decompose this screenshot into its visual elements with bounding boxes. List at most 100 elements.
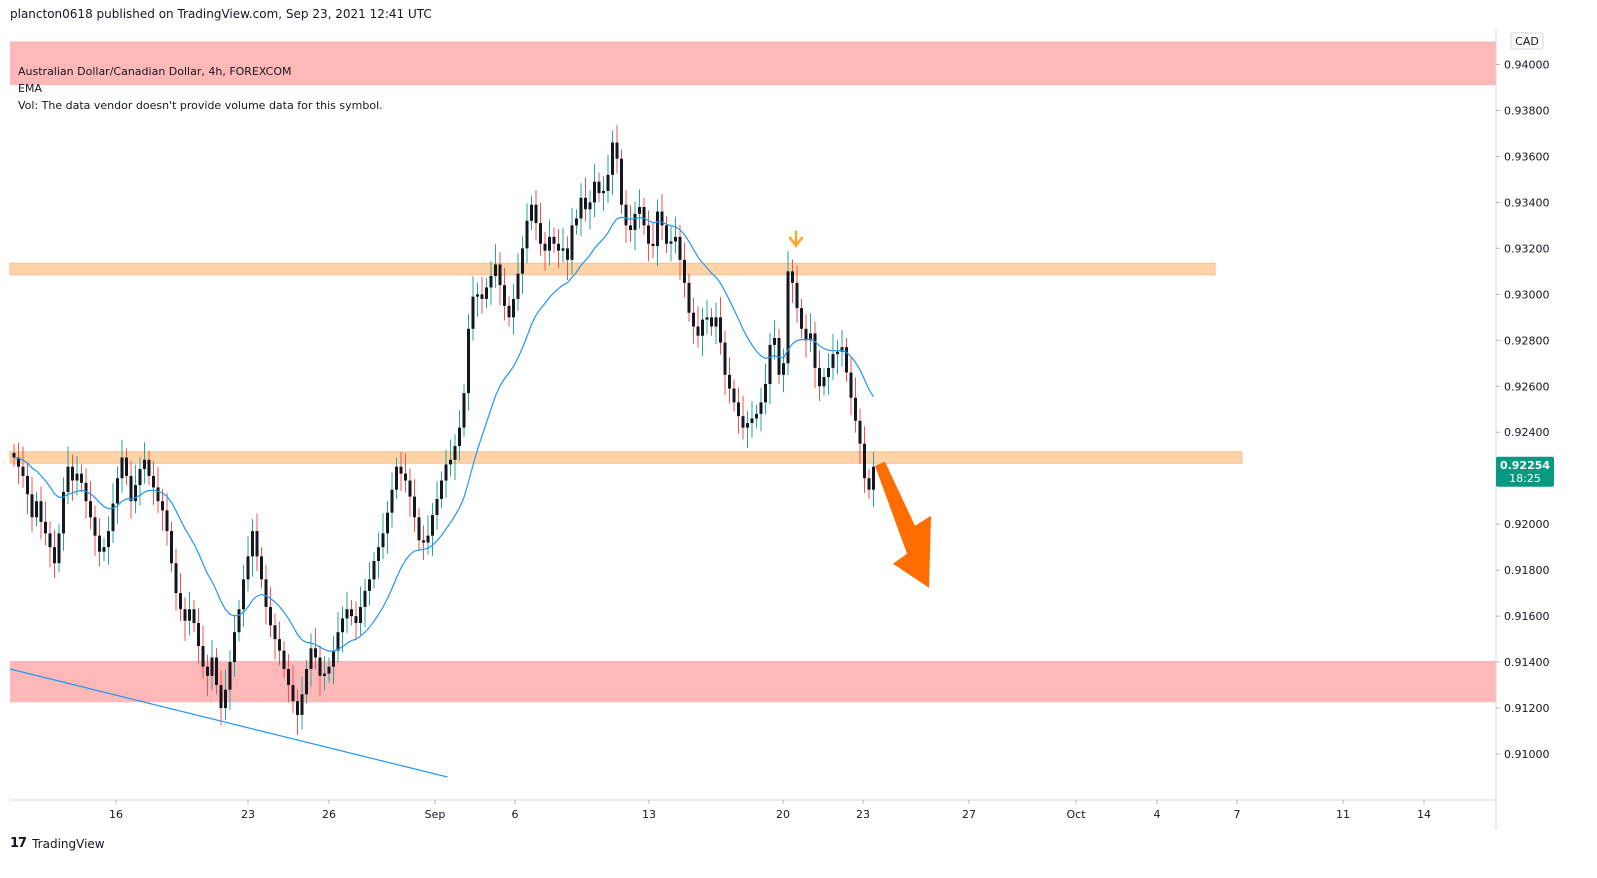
candle-body (809, 333, 812, 341)
candle-body (620, 158, 623, 205)
candle-body (264, 579, 268, 607)
publish-line: plancton0618 published on TradingView.co… (10, 7, 432, 21)
candle-body (579, 197, 583, 219)
price-tick-label: 0.92400 (1504, 426, 1550, 439)
candle-body (30, 494, 34, 518)
candle-body (368, 579, 371, 591)
price-tick-label: 0.91400 (1504, 656, 1550, 669)
candle-body (314, 648, 317, 658)
time-tick-label: 11 (1336, 808, 1350, 821)
candle-body (237, 609, 241, 633)
candle-body (291, 685, 295, 702)
candle-body (305, 668, 308, 695)
candle-body (341, 618, 344, 633)
candle-body (17, 457, 20, 467)
candle-body (170, 531, 173, 564)
candle-body (746, 423, 749, 428)
candle-body (453, 446, 457, 460)
candle-body (417, 517, 421, 541)
candle-body (827, 367, 830, 378)
candle-body (197, 623, 200, 646)
candle-body (224, 689, 227, 709)
candle-body (215, 657, 218, 686)
candle-body (683, 259, 686, 283)
candle-body (777, 338, 781, 375)
candle-body (210, 657, 214, 676)
candle-body (296, 701, 299, 715)
candle-body (588, 202, 592, 210)
price-tick-label: 0.92600 (1504, 380, 1550, 393)
candle-body (359, 606, 362, 624)
candle-body (863, 443, 866, 479)
down-arrow-marker-icon (788, 230, 804, 248)
candle-body (89, 501, 92, 518)
currency-tag: CAD (1510, 32, 1544, 50)
candle-body (552, 236, 556, 244)
candle-body (179, 593, 182, 610)
candle-body (458, 427, 461, 447)
candle-body (309, 648, 313, 669)
candle-body (831, 354, 835, 368)
time-tick-label: 14 (1417, 808, 1431, 821)
chart-frame[interactable]: 0.94000 0.93800 0.93600 0.93400 0.93200 0.930… (0, 30, 1597, 830)
candle-body (408, 480, 412, 497)
candle-body (557, 243, 560, 251)
candle-body (206, 666, 209, 676)
resistance-zone (9, 451, 1243, 464)
candle-body (602, 190, 605, 194)
candle-body (282, 650, 286, 669)
candle-body (705, 317, 709, 320)
candle-body (678, 236, 682, 260)
candle-body (656, 211, 659, 247)
candle-body (534, 204, 538, 224)
candle-body (323, 673, 326, 676)
candle-body (480, 294, 484, 299)
footer: 17 TradingView (10, 836, 105, 851)
volume-line: Vol: The data vendor doesn't provide vol… (18, 99, 383, 112)
symbol-line: Australian Dollar/Canadian Dollar, 4h, F… (18, 65, 292, 78)
candle-body (449, 459, 452, 465)
trendline-layer (9, 668, 448, 778)
candle-body (246, 556, 250, 580)
time-tick-label: 20 (776, 808, 790, 821)
candle-body (435, 498, 439, 515)
candle-body (818, 367, 821, 387)
time-tick-label: Oct (1066, 808, 1086, 821)
chart-legend: Australian Dollar/Canadian Dollar, 4h, F… (18, 63, 383, 114)
candle-body (21, 466, 25, 476)
candle-body (494, 264, 497, 276)
candle-body (111, 503, 115, 532)
projection-arrow-icon (875, 461, 931, 588)
candle-body (624, 204, 628, 226)
candle-body (444, 464, 448, 481)
candle-body (840, 347, 844, 352)
candle-body (147, 459, 151, 476)
candle-body (849, 372, 853, 398)
candle-body (714, 317, 718, 327)
zone-layer (9, 41, 1496, 703)
candle-body (872, 466, 875, 490)
candle-body (188, 609, 191, 621)
candle-body (566, 248, 569, 260)
price-tick-label: 0.91600 (1504, 610, 1550, 623)
candle-body (120, 457, 124, 479)
candle-body (53, 547, 56, 564)
candle-body (44, 521, 47, 534)
candle-body (692, 312, 695, 327)
candle-body (66, 466, 70, 492)
time-tick-label: 13 (642, 808, 656, 821)
candle-body (629, 225, 632, 230)
candle-body (156, 487, 160, 502)
tradingview-logo-icon: 17 (10, 836, 27, 851)
candle-body (192, 609, 196, 624)
candle-body (174, 563, 178, 594)
candle-body (543, 243, 547, 251)
price-tick-label: 0.92800 (1504, 334, 1550, 347)
candle-body (165, 510, 169, 532)
price-tick-label: 0.93800 (1504, 104, 1550, 117)
candle-body (57, 533, 61, 564)
candle-body (593, 181, 596, 203)
price-chart[interactable]: 0.94000 0.93800 0.93600 0.93400 0.93200 0.930… (0, 30, 1597, 830)
price-tick-label: 0.93600 (1504, 150, 1550, 163)
candle-body (426, 535, 430, 543)
